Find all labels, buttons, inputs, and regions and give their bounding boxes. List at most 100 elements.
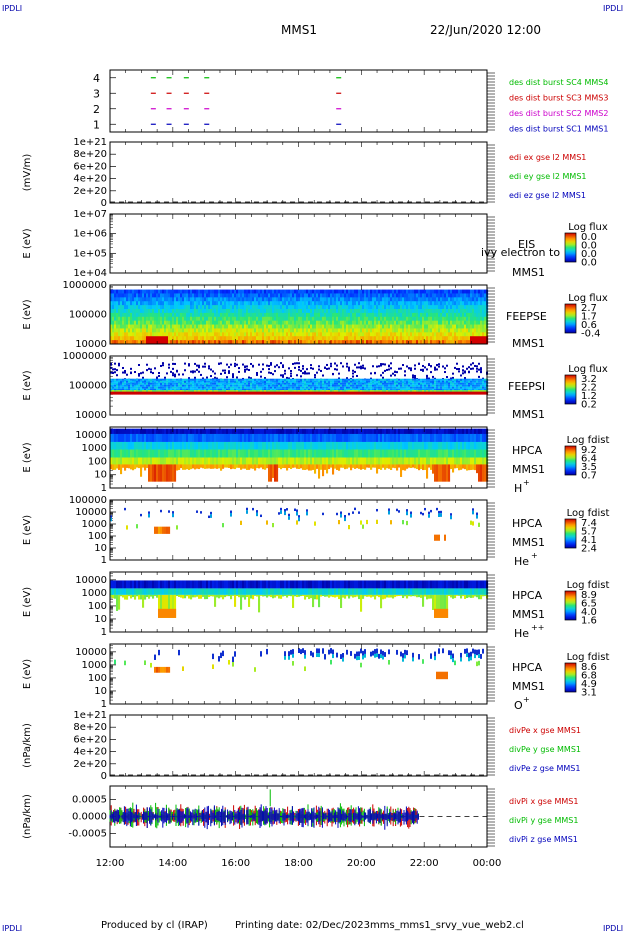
- spectrogram-cell: [406, 391, 409, 395]
- spectrogram-cell: [312, 390, 315, 393]
- spectrogram-cell: [208, 380, 211, 383]
- spectrogram-cell: [264, 328, 267, 333]
- spectrogram-cell: [216, 332, 219, 337]
- spectrogram-cell: [430, 378, 433, 381]
- spectrogram-cell: [140, 312, 143, 318]
- spectrogram-cell: [290, 388, 293, 391]
- spectrogram-cell: [298, 332, 301, 337]
- spectrogram-cell: [212, 316, 215, 322]
- spectrogram-cell: [348, 293, 351, 298]
- spectrogram-cell: [454, 332, 457, 337]
- spectrogram-cell: [132, 391, 135, 395]
- spectrogram-cell: [282, 374, 284, 377]
- spectrogram-cell: [348, 340, 351, 345]
- spectrogram-cell: [252, 332, 255, 337]
- spectrogram-cell: [362, 293, 365, 298]
- spectrogram-cell: [388, 297, 391, 302]
- spectrogram-cell: [318, 391, 321, 395]
- spectrogram-cell: [306, 309, 309, 314]
- spectrogram-cell: [220, 362, 222, 365]
- spectrogram-cell: [358, 336, 361, 341]
- spectrogram-cell: [378, 386, 381, 389]
- spectrogram-cell: [366, 293, 369, 298]
- spectrogram-cell: [312, 386, 315, 389]
- spectrogram-cell: [246, 368, 248, 371]
- spectrogram-cell: [246, 293, 249, 298]
- spectrogram-cell: [306, 388, 309, 391]
- spectrogram-cell: [110, 386, 113, 389]
- spectrogram-cell: [134, 301, 137, 306]
- spectrogram-cell: [334, 324, 337, 329]
- spectrogram-cell: [262, 391, 265, 395]
- spectrogram-cell: [390, 293, 393, 298]
- spectrogram-cell: [188, 377, 190, 380]
- spectrogram-cell: [258, 391, 261, 395]
- spectrogram-cell: [272, 328, 275, 333]
- spectrogram-cell: [410, 340, 413, 345]
- spectrogram-cell: [216, 388, 219, 391]
- spectrogram-cell: [256, 301, 259, 306]
- spectrogram-cell: [290, 382, 293, 385]
- spectrogram-cell: [254, 289, 257, 294]
- spectrogram-cell: [396, 309, 399, 314]
- spectrogram-cell: [294, 366, 296, 369]
- spectrogram-cell: [326, 386, 329, 389]
- spectrogram-cell: [408, 324, 411, 329]
- spectrogram-cell: [338, 305, 341, 310]
- spectrogram-cell: [316, 386, 319, 389]
- spectrogram-cell: [270, 332, 273, 337]
- spectrogram-cell: [380, 384, 383, 387]
- spectrogram-cell: [406, 336, 409, 341]
- spectrogram-cell: [448, 340, 451, 345]
- spectrogram-cell: [222, 289, 225, 294]
- spectrogram-cell: [164, 390, 167, 393]
- spectrogram-cell: [330, 388, 333, 391]
- spectrogram-cell: [280, 305, 283, 310]
- spectrogram-cell: [182, 384, 185, 387]
- spectrogram-cell: [188, 390, 191, 393]
- spectrogram-cell: [254, 340, 257, 345]
- spectrogram-cell: [472, 328, 475, 333]
- spectrogram-cell: [214, 384, 217, 387]
- spectrogram-cell: [114, 368, 116, 371]
- spectrogram-cell: [358, 289, 361, 294]
- spectrogram-cell: [190, 301, 193, 306]
- spectrogram-cell: [284, 390, 287, 393]
- spectrogram-cell: [186, 309, 189, 314]
- spectrogram-cell: [426, 382, 429, 385]
- spectrogram-cell: [288, 367, 290, 370]
- spectrogram-cell: [192, 328, 195, 333]
- spectrogram-cell: [428, 328, 431, 333]
- spectrogram-cell: [384, 386, 387, 389]
- spectrogram-cell: [170, 388, 173, 391]
- spectrogram-cell: [310, 293, 313, 298]
- spectrogram-cell: [414, 336, 417, 341]
- spectrogram-cell: [224, 380, 227, 383]
- spectrogram-cell: [318, 324, 321, 329]
- spectrogram-cell: [334, 380, 337, 383]
- spectrogram-cell: [430, 332, 433, 337]
- spectrogram-cell: [172, 384, 175, 387]
- spectrogram-cell: [374, 372, 376, 375]
- spectrogram-cell: [400, 384, 403, 387]
- spectrogram-cell: [418, 378, 421, 381]
- spectrogram-cell: [140, 386, 143, 389]
- spectrogram-cell: [442, 297, 445, 302]
- spectrogram-cell: [396, 378, 399, 381]
- spectrogram-cell: [340, 388, 343, 391]
- spectrogram-cell: [450, 312, 453, 318]
- spectrogram-cell: [140, 289, 143, 294]
- spectrogram-cell: [162, 362, 164, 365]
- spectrogram-cell: [420, 384, 423, 387]
- spectrogram-cell: [330, 340, 333, 345]
- spectrogram-cell: [316, 293, 319, 298]
- spectrogram-cell: [230, 384, 233, 387]
- spectrogram-cell: [420, 297, 423, 302]
- spectrogram-cell: [326, 384, 329, 387]
- spectrogram-cell: [422, 301, 425, 306]
- spectrogram-cell: [248, 309, 251, 314]
- spectrogram-cell: [378, 340, 381, 345]
- spectrogram-cell: [288, 377, 290, 380]
- spectrogram-cell: [110, 324, 113, 329]
- spectrogram-cell: [416, 391, 419, 395]
